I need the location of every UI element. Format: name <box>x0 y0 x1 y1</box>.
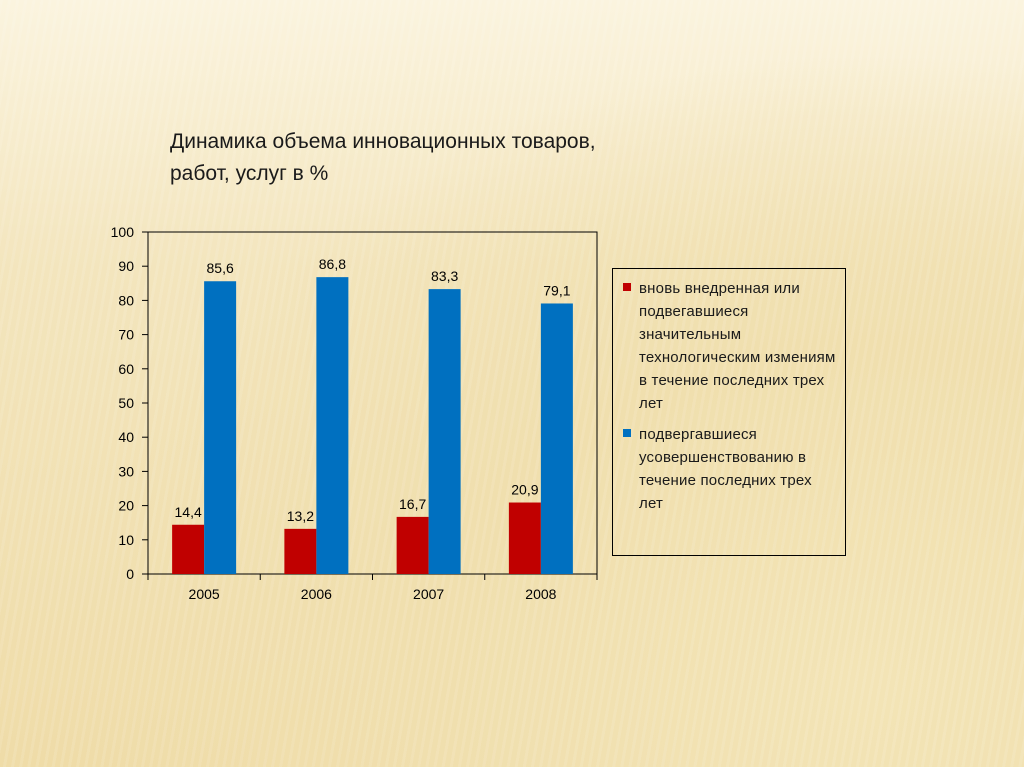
data-label: 14,4 <box>175 504 202 520</box>
y-tick-label: 80 <box>118 292 134 308</box>
data-label: 79,1 <box>543 282 570 298</box>
data-label: 83,3 <box>431 268 458 284</box>
bar-blue <box>428 289 461 574</box>
chart-title: Динамика объема инновационных товаров, р… <box>170 130 596 185</box>
data-label: 16,7 <box>399 496 426 512</box>
bar-blue <box>204 281 237 574</box>
legend-swatch-red <box>623 283 631 291</box>
legend-swatch-blue <box>623 429 631 437</box>
legend-label-red: вновь внедренная или подвегавшиеся значи… <box>639 280 836 412</box>
data-label: 85,6 <box>207 260 234 276</box>
legend: вновь внедренная или подвегавшиеся значи… <box>612 268 846 556</box>
bar-red <box>508 502 541 574</box>
legend-item-blue: подвергавшиеся усовершенствованию в тече… <box>623 423 837 515</box>
bar-red <box>284 528 317 574</box>
bar-red <box>396 516 429 574</box>
data-label: 20,9 <box>511 482 538 498</box>
y-tick-label: 70 <box>118 327 134 343</box>
y-tick-label: 40 <box>118 429 134 445</box>
x-axis: 2005 2006 2007 2008 <box>147 574 598 602</box>
y-tick-label: 50 <box>118 395 134 411</box>
y-tick-label: 20 <box>118 498 134 514</box>
bar-blue <box>540 303 573 574</box>
y-tick-label: 10 <box>118 532 134 548</box>
x-tick-label: 2007 <box>413 586 444 602</box>
x-tick-label: 2006 <box>301 586 332 602</box>
bar-blue <box>316 277 349 574</box>
legend-label-blue: подвергавшиеся усовершенствованию в тече… <box>639 426 812 512</box>
y-tick-label: 0 <box>126 566 134 582</box>
y-tick-label: 90 <box>118 258 134 274</box>
y-tick-label: 30 <box>118 463 134 479</box>
y-axis: 0 10 20 30 40 50 60 70 80 90 100 <box>111 224 148 582</box>
y-tick-label: 100 <box>111 224 135 240</box>
bar-red <box>172 524 205 574</box>
legend-item-red: вновь внедренная или подвегавшиеся значи… <box>623 277 837 415</box>
x-tick-label: 2005 <box>189 586 220 602</box>
y-tick-label: 60 <box>118 361 134 377</box>
data-label: 86,8 <box>319 256 346 272</box>
x-tick-label: 2008 <box>525 586 556 602</box>
data-label: 13,2 <box>287 508 314 524</box>
bars: 14,4 13,2 16,7 20,9 85,6 86,8 83,3 79,1 <box>172 256 573 574</box>
